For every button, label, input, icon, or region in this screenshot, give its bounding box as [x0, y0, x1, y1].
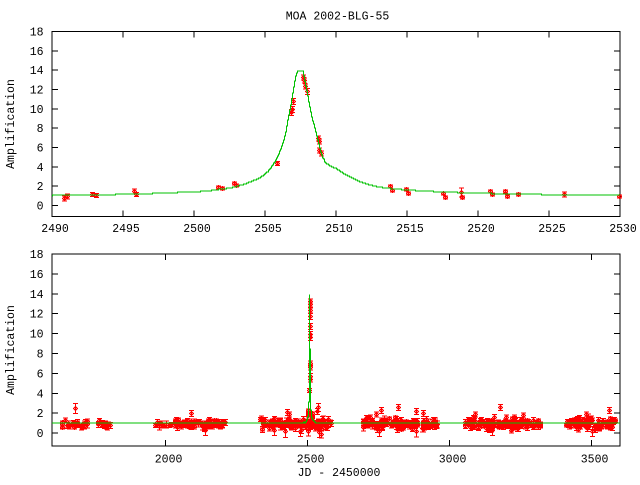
svg-text:2515: 2515	[396, 223, 424, 236]
svg-text:4: 4	[37, 388, 44, 401]
svg-text:2505: 2505	[254, 223, 282, 236]
svg-text:4: 4	[37, 162, 44, 175]
svg-text:Amplification: Amplification	[5, 79, 18, 169]
svg-text:2500: 2500	[297, 454, 325, 467]
svg-text:2530: 2530	[609, 223, 637, 236]
svg-text:2510: 2510	[325, 223, 353, 236]
svg-text:2: 2	[37, 181, 44, 194]
svg-text:10: 10	[30, 329, 44, 342]
svg-text:16: 16	[30, 46, 44, 59]
svg-text:0: 0	[37, 428, 44, 441]
svg-text:18: 18	[30, 27, 44, 40]
svg-text:18: 18	[30, 249, 44, 262]
svg-text:3500: 3500	[581, 454, 609, 467]
svg-text:MOA 2002-BLG-55: MOA 2002-BLG-55	[286, 11, 390, 24]
svg-text:2520: 2520	[467, 223, 495, 236]
svg-text:12: 12	[30, 84, 44, 97]
svg-text:14: 14	[30, 289, 44, 302]
svg-text:12: 12	[30, 309, 44, 322]
svg-text:6: 6	[37, 142, 44, 155]
svg-text:8: 8	[37, 123, 44, 136]
svg-text:2495: 2495	[112, 223, 140, 236]
svg-text:6: 6	[37, 368, 44, 381]
svg-text:2525: 2525	[538, 223, 566, 236]
svg-text:0: 0	[37, 200, 44, 213]
svg-text:14: 14	[30, 65, 44, 78]
svg-text:3000: 3000	[439, 454, 467, 467]
svg-text:2000: 2000	[155, 454, 183, 467]
svg-text:JD - 2450000: JD - 2450000	[298, 467, 381, 480]
svg-text:8: 8	[37, 349, 44, 362]
svg-text:16: 16	[30, 269, 44, 282]
svg-text:2: 2	[37, 408, 44, 421]
svg-text:2500: 2500	[183, 223, 211, 236]
svg-text:Amplification: Amplification	[5, 305, 18, 395]
svg-text:2490: 2490	[41, 223, 69, 236]
svg-text:10: 10	[30, 104, 44, 117]
